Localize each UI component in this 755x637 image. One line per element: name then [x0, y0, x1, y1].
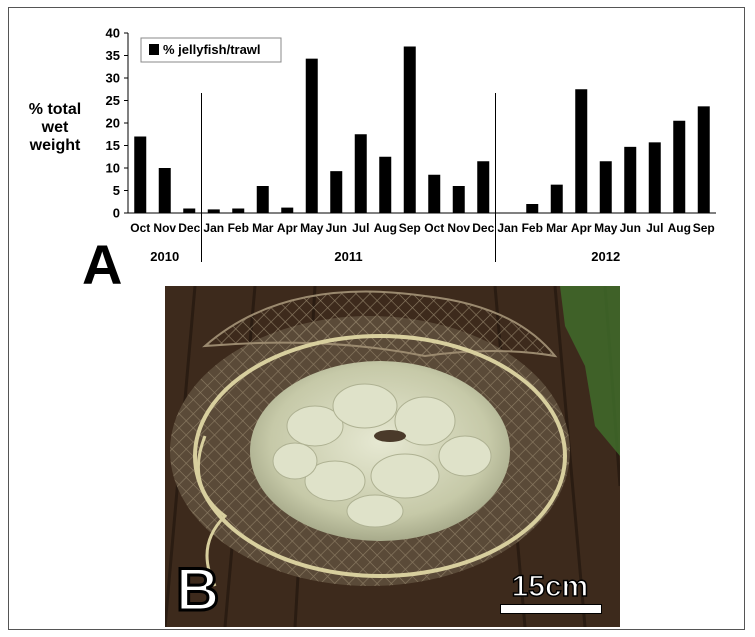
moss-patch — [560, 286, 620, 456]
bar — [697, 106, 710, 213]
x-tick-label: May — [594, 221, 618, 235]
legend-label: % jellyfish/trawl — [163, 42, 261, 57]
panel-a-label: A — [82, 233, 122, 290]
y-tick-label: 15 — [106, 138, 120, 153]
year-label: 2011 — [334, 249, 362, 264]
y-tick-label: 35 — [106, 48, 120, 63]
x-tick-label: Dec — [472, 221, 494, 235]
x-tick-label: Mar — [546, 221, 568, 235]
jellyfish-net-photo — [165, 286, 620, 627]
x-tick-label: Dec — [178, 221, 200, 235]
bar — [648, 142, 661, 213]
bar-series — [134, 46, 710, 214]
bar — [428, 174, 441, 213]
x-axis-month-labels: Oct Nov Dec Jan Feb Mar Apr May Jun Jul Aug Sep Oct N… — [130, 221, 715, 235]
bar — [624, 146, 637, 213]
bar — [403, 46, 416, 213]
x-tick-label: Feb — [228, 221, 249, 235]
y-tick-label: 10 — [106, 161, 120, 176]
bar — [452, 186, 465, 213]
fish-in-catch — [374, 430, 406, 442]
y-tick-label: 0 — [113, 206, 120, 221]
y-axis-label-line: % total — [29, 101, 81, 118]
bar — [183, 208, 196, 213]
year-label: 2012 — [591, 249, 620, 264]
bar — [379, 156, 392, 213]
y-axis-label-line: weight — [29, 137, 81, 154]
panel-b-label: B — [174, 556, 220, 623]
scale-bar-label: 15cm — [511, 570, 589, 603]
x-tick-label: Jun — [326, 221, 347, 235]
x-tick-label: Feb — [522, 221, 543, 235]
y-axis-ticks: 0 5 10 15 20 25 30 35 40 — [106, 26, 128, 221]
bar — [207, 209, 220, 213]
x-tick-label: Jul — [352, 221, 369, 235]
x-tick-label: Jan — [203, 221, 224, 235]
y-axis-label-line: wet — [41, 119, 69, 136]
y-tick-label: 5 — [113, 183, 120, 198]
rope — [196, 435, 228, 587]
jellyfish-blobs — [272, 383, 492, 528]
x-tick-label: Nov — [153, 221, 176, 235]
bar — [232, 208, 245, 213]
legend-swatch — [149, 44, 159, 55]
x-tick-label: Jun — [620, 221, 641, 235]
x-tick-label: Oct — [130, 221, 150, 235]
y-tick-label: 40 — [106, 26, 120, 41]
legend: % jellyfish/trawl — [140, 37, 282, 63]
bar — [330, 171, 343, 213]
x-tick-label: Apr — [277, 221, 298, 235]
bar — [673, 120, 686, 213]
bar — [526, 204, 539, 213]
x-tick-label: Jan — [497, 221, 518, 235]
x-tick-label: May — [300, 221, 324, 235]
net-upper-bag — [202, 290, 558, 358]
x-axis-year-labels: 2010 2011 2012 — [150, 93, 620, 264]
x-tick-label: Oct — [424, 221, 444, 235]
x-tick-label: Apr — [571, 221, 592, 235]
x-tick-label: Sep — [399, 221, 421, 235]
x-tick-label: Aug — [374, 221, 397, 235]
bar — [305, 58, 318, 214]
bar — [256, 186, 269, 213]
net-rim — [193, 334, 567, 578]
x-tick-label: Mar — [252, 221, 274, 235]
x-tick-label: Sep — [693, 221, 715, 235]
x-tick-label: Jul — [646, 221, 663, 235]
scale-bar — [500, 604, 602, 614]
y-tick-label: 20 — [106, 116, 120, 131]
bar — [134, 136, 147, 213]
bar — [599, 161, 612, 213]
bar — [575, 89, 588, 213]
legend-box — [140, 37, 282, 63]
bar — [158, 168, 171, 213]
bar — [550, 184, 563, 213]
bar — [281, 207, 294, 213]
year-label: 2010 — [150, 249, 179, 264]
x-tick-label: Nov — [447, 221, 470, 235]
x-tick-label: Aug — [668, 221, 691, 235]
y-tick-label: 25 — [106, 93, 120, 108]
bar — [477, 161, 490, 213]
bar — [354, 134, 367, 213]
y-tick-label: 30 — [106, 71, 120, 86]
